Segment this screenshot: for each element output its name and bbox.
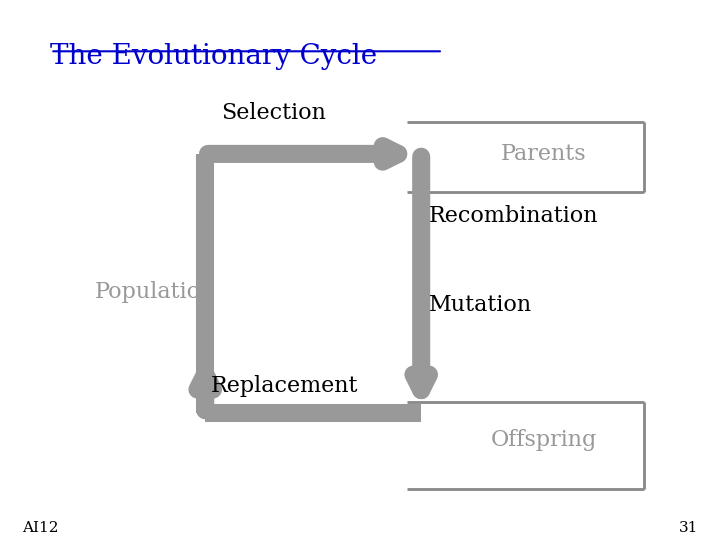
Text: AI12: AI12 (22, 521, 58, 535)
Text: Selection: Selection (221, 102, 326, 124)
Text: Recombination: Recombination (428, 205, 598, 227)
Text: Parents: Parents (501, 143, 586, 165)
Text: Replacement: Replacement (211, 375, 358, 397)
Text: Offspring: Offspring (490, 429, 597, 451)
Text: The Evolutionary Cycle: The Evolutionary Cycle (50, 43, 377, 70)
Text: 31: 31 (679, 521, 698, 535)
Text: Mutation: Mutation (428, 294, 531, 316)
Text: Population: Population (94, 281, 215, 302)
